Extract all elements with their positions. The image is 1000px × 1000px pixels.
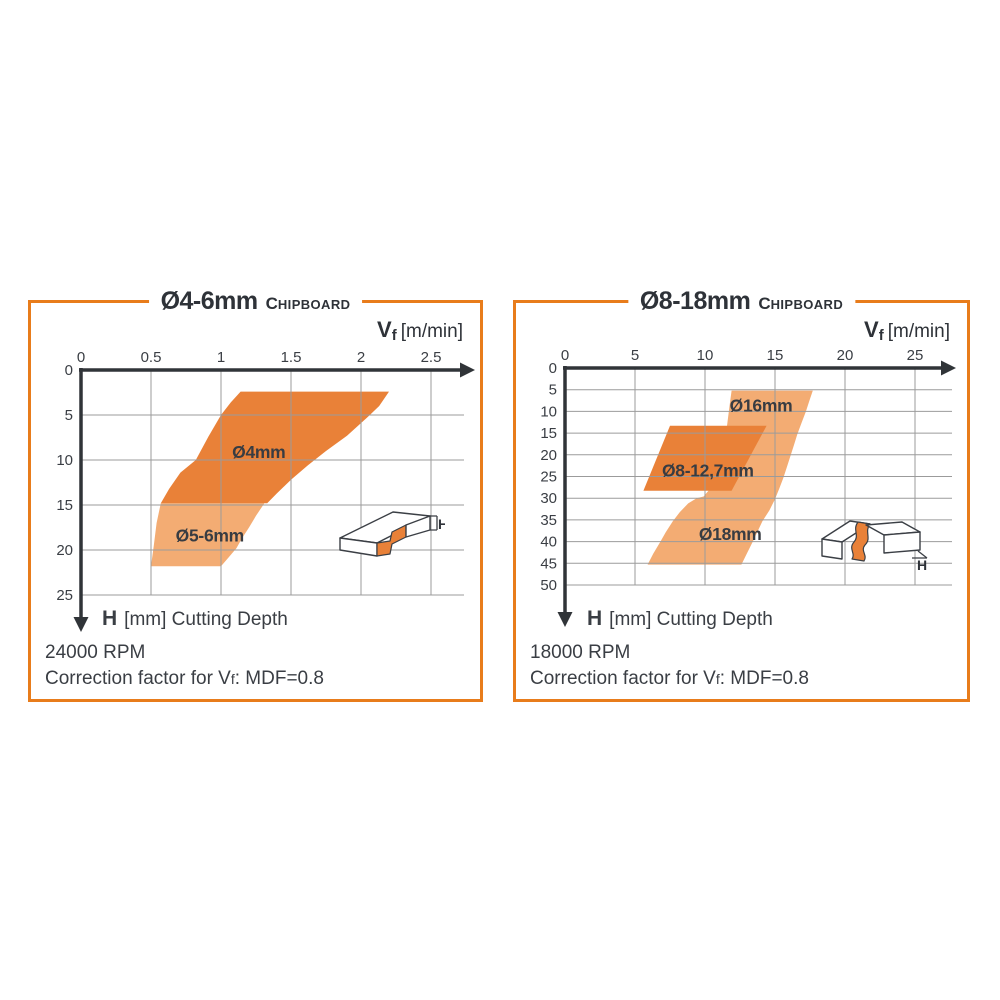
correction-factor-note: Correction factor for Vf: MDF=0.8: [530, 668, 809, 690]
y-tick-label: 20: [56, 542, 73, 559]
x-tick-label: 25: [907, 347, 924, 364]
y-axis-arrow: [73, 617, 89, 632]
y-tick-label: 0: [65, 362, 73, 379]
y-tick-label: 25: [56, 587, 73, 604]
x-axis-title: Vf [m/min]: [864, 317, 950, 344]
region-label: Ø18mm: [699, 524, 762, 544]
x-axis-title-symbol: V: [377, 317, 392, 342]
y-tick-label: 15: [540, 425, 557, 442]
chart-panel-4-6mm: Ø4-6mm CHIPBOARD Vf [m/min] 0 0.5 1 1.5 2 2.5 0 5…: [28, 286, 483, 702]
y-tick-label: 30: [540, 490, 557, 507]
y-tick-label: 35: [540, 512, 557, 529]
y-axis-title-text: [mm] Cutting Depth: [124, 609, 288, 630]
x-tick-label: 0.5: [141, 349, 162, 366]
x-axis-title-subscript: f: [878, 327, 884, 344]
x-tick-label: 0: [77, 349, 85, 366]
x-tick-label: 5: [631, 347, 639, 364]
y-tick-label: 50: [540, 577, 557, 594]
y-axis-title-symbol: H: [587, 607, 603, 630]
chart-plot-area: 0 5 10 15 20 25 0 5 10 15 20 25 30 35 40 45 50 Ø16mm Ø18mm…: [540, 347, 956, 627]
y-tick-label: 5: [65, 407, 73, 424]
x-tick-label: 15: [767, 347, 784, 364]
chart-title: Ø8-18mm CHIPBOARD: [627, 286, 856, 320]
x-tick-label: 2: [357, 349, 365, 366]
chart-title-diameter: Ø4-6mm: [160, 287, 259, 315]
x-axis-title-unit: [m/min]: [887, 321, 950, 342]
chart-title-material-initial: C: [265, 294, 278, 313]
x-axis-arrow: [460, 362, 475, 378]
x-tick-label: 20: [837, 347, 854, 364]
correction-text: Correction factor for V: [530, 668, 716, 689]
y-axis-arrow: [557, 612, 573, 627]
y-tick-label: 15: [56, 497, 73, 514]
chart-title-material: HIPBOARD: [277, 297, 351, 312]
y-tick-label: 10: [540, 403, 557, 420]
y-axis-title: H [mm] Cutting Depth: [102, 607, 288, 631]
y-axis-title-symbol: H: [102, 607, 118, 630]
workpiece-step-icon: H: [339, 511, 445, 557]
chart-title-material: HIPBOARD: [770, 297, 844, 312]
workpiece-slot-icon: H: [821, 520, 928, 573]
chart-title-material-initial: C: [758, 294, 771, 313]
y-tick-label: 25: [540, 469, 557, 486]
correction-text: Correction factor for V: [45, 668, 231, 689]
region-label: Ø16mm: [730, 395, 793, 415]
region-label: Ø4mm: [232, 442, 285, 462]
x-tick-label: 1.5: [281, 349, 302, 366]
correction-value: : MDF=0.8: [234, 668, 324, 689]
y-tick-label: 10: [56, 452, 73, 469]
y-tick-label: 0: [549, 360, 557, 377]
y-tick-label: 40: [540, 534, 557, 551]
x-axis-title-unit: [m/min]: [400, 321, 463, 342]
rpm-value: 24000 RPM: [45, 642, 146, 663]
x-axis-title-subscript: f: [391, 327, 397, 344]
x-tick-label: 2.5: [421, 349, 442, 366]
y-axis-title-text: [mm] Cutting Depth: [609, 609, 773, 630]
x-tick-label: 1: [217, 349, 225, 366]
correction-vf-subscript: f: [230, 671, 235, 687]
cutting-depth-icon-label: H: [438, 516, 445, 532]
y-tick-label: 5: [549, 382, 557, 399]
chart-title: Ø4-6mm CHIPBOARD: [148, 286, 363, 320]
x-axis-title: Vf [m/min]: [377, 317, 463, 344]
region-d4mm-range: [160, 391, 389, 504]
y-tick-label: 20: [540, 447, 557, 464]
x-axis-arrow: [941, 360, 956, 376]
correction-vf-subscript: f: [715, 671, 720, 687]
y-axis-title: H [mm] Cutting Depth: [587, 607, 773, 631]
x-tick-label: 10: [697, 347, 714, 364]
cutting-depth-icon-label: H: [917, 557, 927, 573]
chart-plot-area: 0 0.5 1 1.5 2 2.5 0 5 10 15 20 25 Ø5-6mm Ø4mm: [56, 349, 475, 632]
x-axis-title-symbol: V: [864, 317, 879, 342]
region-label: Ø8-12,7mm: [662, 460, 754, 480]
y-tick-label: 45: [540, 555, 557, 572]
region-label: Ø5-6mm: [176, 526, 244, 546]
x-tick-label: 0: [561, 347, 569, 364]
chart-panel-8-18mm: Ø8-18mm CHIPBOARD Vf [m/min] 0 5 10 15 20 25 0 5 1…: [513, 286, 970, 702]
rpm-value: 18000 RPM: [530, 642, 631, 663]
chart-title-diameter: Ø8-18mm: [639, 287, 751, 315]
correction-factor-note: Correction factor for Vf: MDF=0.8: [45, 668, 324, 690]
correction-value: : MDF=0.8: [719, 668, 809, 689]
